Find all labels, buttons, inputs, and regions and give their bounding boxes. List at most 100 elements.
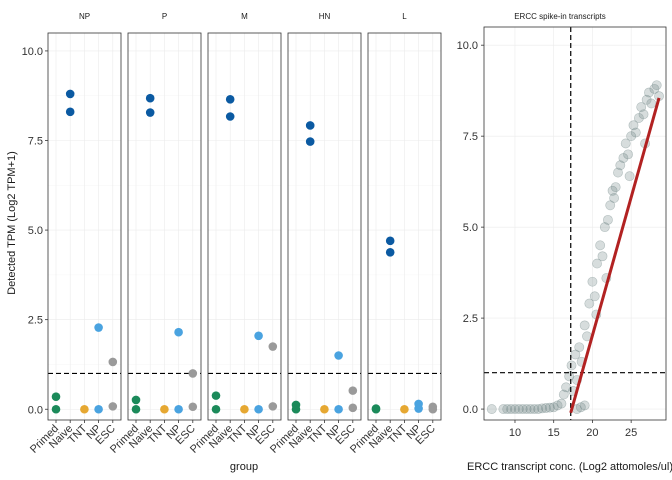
ercc-data-point — [525, 404, 536, 414]
left-y-tick-label: 7.5 — [28, 136, 43, 148]
data-point-esc — [108, 402, 118, 411]
data-point-np — [94, 323, 103, 332]
facet-strip-label: NP — [79, 12, 90, 21]
ercc-data-point — [636, 102, 647, 112]
data-point-esc — [428, 404, 438, 414]
ercc-data-point — [638, 109, 649, 120]
ercc-data-point — [624, 171, 635, 182]
data-point-primed — [51, 404, 61, 414]
data-point-naive — [65, 89, 75, 99]
data-point-tnt — [80, 404, 89, 414]
ercc-data-point — [521, 404, 532, 414]
right-panel-border — [483, 26, 667, 421]
ercc-data-point — [615, 160, 626, 171]
left-y-tick-label: 10.0 — [22, 46, 43, 58]
data-point-naive — [225, 112, 235, 121]
data-point-naive — [65, 107, 75, 117]
left-y-tick-label: 5.0 — [28, 225, 43, 237]
right-x-axis-title: ERCC transcript conc. (Log2 attomoles/ul… — [467, 461, 672, 473]
ercc-data-point — [579, 400, 590, 411]
ercc-data-point — [646, 98, 657, 109]
data-point-naive — [145, 93, 155, 103]
data-point-primed — [131, 404, 141, 414]
ercc-data-point — [541, 403, 551, 413]
ercc-data-point — [623, 149, 633, 160]
ercc-data-point — [620, 138, 631, 149]
data-point-esc — [268, 342, 278, 351]
ercc-data-point — [626, 131, 637, 142]
left-faceted-chart: 0.02.55.07.510.0NPPrimedNaiveTNTNPESCPPr… — [22, 12, 442, 456]
ercc-data-point — [589, 291, 600, 302]
ercc-data-point — [579, 320, 590, 331]
ercc-data-point — [510, 404, 520, 414]
data-point-tnt — [320, 404, 329, 414]
ercc-data-point — [609, 193, 620, 203]
right-chart-title: ERCC spike-in transcripts — [514, 12, 606, 21]
ercc-data-point — [630, 127, 641, 138]
ercc-data-point — [651, 80, 662, 91]
data-point-tnt — [400, 404, 409, 414]
data-point-esc — [348, 403, 358, 413]
ercc-data-point — [506, 404, 517, 414]
data-point-esc — [268, 402, 278, 411]
ercc-data-point — [552, 400, 563, 411]
data-point-np — [254, 404, 263, 414]
data-point-np — [334, 351, 343, 360]
ercc-data-point — [603, 214, 613, 225]
ercc-data-point — [502, 404, 513, 414]
right-x-tick-label: 25 — [625, 427, 637, 439]
ercc-data-point — [641, 94, 652, 105]
ercc-data-point — [498, 404, 509, 414]
ercc-data-point — [537, 403, 547, 414]
data-point-naive — [145, 108, 155, 117]
ercc-data-point — [556, 398, 567, 409]
ercc-data-point — [607, 185, 618, 196]
data-point-naive — [305, 121, 315, 130]
data-point-esc — [348, 386, 358, 395]
left-x-axis-title: group — [230, 461, 258, 473]
data-point-np — [334, 404, 343, 414]
ercc-data-point — [548, 402, 559, 413]
data-point-np — [174, 327, 183, 337]
ercc-data-point — [486, 404, 497, 414]
data-point-esc — [108, 357, 118, 367]
facet-strip-label: P — [162, 12, 167, 21]
data-point-primed — [51, 392, 61, 402]
ercc-data-point — [628, 120, 639, 131]
ercc-data-point — [566, 360, 577, 371]
data-point-tnt — [240, 404, 249, 414]
right-y-tick-label: 10.0 — [457, 40, 478, 52]
ercc-data-point — [605, 200, 616, 211]
facet-strip-label: HN — [319, 12, 331, 21]
ercc-data-point — [533, 404, 544, 414]
ercc-data-point — [592, 258, 602, 269]
ercc-data-point — [558, 389, 569, 400]
ercc-data-point — [618, 153, 629, 163]
right-x-tick-label: 15 — [548, 427, 560, 439]
data-point-naive — [225, 94, 235, 104]
ercc-data-point — [513, 404, 524, 414]
right-y-tick-label: 0.0 — [463, 404, 478, 416]
ercc-data-point — [649, 83, 660, 94]
left-y-tick-label: 0.0 — [28, 404, 43, 416]
facet-strip-label: L — [402, 12, 407, 21]
data-point-esc — [188, 402, 198, 412]
ercc-data-point — [610, 182, 621, 193]
ercc-data-point — [584, 298, 595, 309]
data-point-primed — [291, 404, 301, 414]
ercc-data-point — [587, 276, 598, 287]
ercc-data-point — [599, 222, 610, 233]
data-point-tnt — [160, 404, 169, 414]
ercc-data-point — [564, 371, 575, 382]
right-y-tick-label: 5.0 — [463, 222, 478, 234]
ercc-data-point — [544, 402, 555, 413]
ercc-spike-in-chart: 0.0 2.5 5.0 7.5 10.0 10 15 20 25 — [457, 26, 667, 439]
ercc-data-point — [633, 113, 644, 123]
data-point-naive — [385, 248, 395, 257]
data-point-naive — [305, 137, 315, 146]
ercc-data-point — [644, 87, 654, 98]
data-point-primed — [371, 404, 381, 414]
data-point-primed — [211, 391, 221, 400]
data-point-esc — [188, 369, 198, 378]
